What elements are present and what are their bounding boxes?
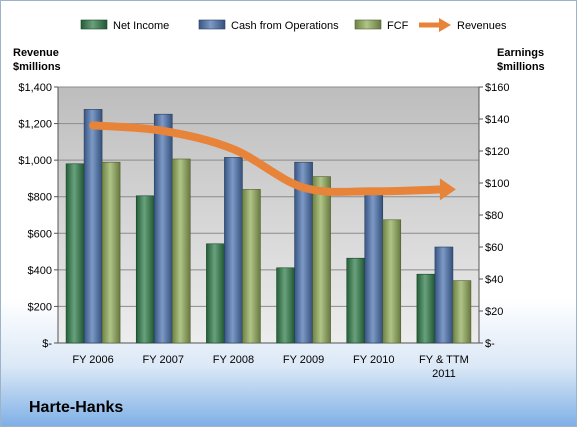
right-tick-label: $80: [485, 210, 503, 222]
left-tick-label: $400: [28, 265, 52, 277]
legend-label: Net Income: [113, 20, 169, 32]
bar-cash-from-operations: [434, 246, 454, 344]
bar-fcf: [101, 161, 121, 344]
legend-label: Revenues: [457, 20, 507, 32]
right-axis-title: $millions: [497, 61, 545, 73]
company-name: Harte-Hanks: [29, 399, 124, 416]
left-tick-label: $600: [28, 228, 52, 240]
revenue-line: [89, 121, 448, 196]
x-tick-label: 2011: [432, 368, 456, 380]
right-axis-title: Earnings: [497, 47, 544, 59]
right-tick-label: $160: [485, 82, 509, 94]
legend-arrow-head: [439, 18, 451, 32]
left-tick-label: $1,000: [18, 155, 52, 167]
right-tick-label: $60: [485, 242, 503, 254]
bar-net-income: [65, 163, 85, 344]
left-tick-label: $200: [28, 301, 52, 313]
left-tick-label: $1,400: [18, 82, 52, 94]
right-tick-label: $140: [485, 114, 509, 126]
bar-fcf: [171, 158, 191, 344]
bar-net-income: [276, 267, 295, 344]
bar-fcf: [242, 189, 261, 344]
x-tick-label: FY & TTM: [419, 354, 469, 366]
bar-net-income: [416, 273, 436, 344]
bar-net-income: [346, 257, 366, 344]
bar-net-income: [135, 195, 155, 344]
left-tick-label: $1,200: [18, 119, 52, 131]
bar-cash-from-operations: [224, 157, 243, 344]
x-tick-label: FY 2007: [143, 354, 184, 366]
right-tick-label: $40: [485, 274, 503, 286]
left-axis-title: $millions: [13, 61, 61, 73]
x-tick-label: FY 2009: [283, 354, 324, 366]
legend-label: Cash from Operations: [231, 20, 339, 32]
bar-cash-from-operations: [153, 113, 173, 344]
bar-fcf: [382, 219, 402, 344]
left-axis-title: Revenue: [13, 47, 59, 59]
legend-swatch: [80, 19, 108, 30]
legend-swatch: [198, 19, 226, 30]
x-tick-label: FY 2006: [72, 354, 113, 366]
legend-label: FCF: [387, 20, 409, 32]
left-tick-label: $800: [28, 192, 52, 204]
left-tick-label: $-: [42, 338, 52, 350]
bar-fcf: [452, 280, 472, 344]
bar-cash-from-operations: [364, 190, 384, 344]
right-tick-label: $120: [485, 146, 509, 158]
right-tick-label: $-: [485, 338, 495, 350]
revenue-arrowhead: [439, 178, 456, 201]
bar-net-income: [206, 243, 225, 344]
legend-swatch: [354, 19, 382, 30]
x-tick-label: FY 2010: [353, 354, 394, 366]
x-tick-label: FY 2008: [213, 354, 254, 366]
right-tick-label: $100: [485, 178, 509, 190]
bar-cash-from-operations: [83, 109, 103, 344]
right-tick-label: $20: [485, 306, 503, 318]
bar-fcf: [312, 176, 331, 344]
